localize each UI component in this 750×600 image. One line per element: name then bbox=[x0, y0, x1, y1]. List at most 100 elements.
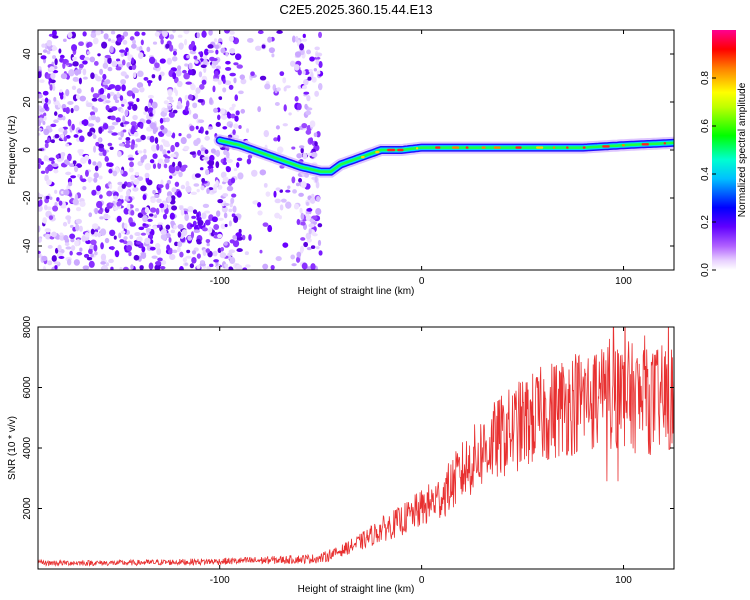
ridge-peak bbox=[493, 146, 501, 149]
noise-dot bbox=[63, 189, 70, 196]
noise-dot bbox=[257, 202, 262, 208]
snr-y-tick-label: 4000 bbox=[22, 436, 33, 459]
noise-dot bbox=[214, 70, 219, 78]
noise-dot bbox=[86, 51, 91, 55]
noise-dot bbox=[92, 134, 97, 140]
noise-dot bbox=[48, 78, 52, 82]
noise-dot bbox=[169, 212, 175, 220]
noise-dot bbox=[73, 165, 79, 173]
noise-dot bbox=[84, 232, 90, 238]
noise-dot bbox=[52, 35, 59, 39]
noise-dot bbox=[238, 90, 244, 95]
noise-dot bbox=[163, 163, 168, 169]
noise-dot bbox=[170, 144, 175, 153]
noise-dot bbox=[116, 201, 122, 207]
noise-dot bbox=[309, 56, 315, 62]
noise-dot bbox=[187, 206, 194, 213]
noise-dot bbox=[75, 206, 82, 212]
noise-dot bbox=[71, 44, 78, 52]
noise-dot bbox=[65, 107, 70, 114]
noise-dot bbox=[91, 105, 95, 110]
noise-dot bbox=[130, 143, 135, 150]
noise-dot bbox=[91, 223, 99, 229]
snr-plot-area bbox=[38, 327, 674, 569]
noise-dot bbox=[265, 191, 271, 197]
noise-dot bbox=[97, 232, 101, 238]
noise-dot bbox=[105, 100, 111, 104]
noise-dot bbox=[209, 263, 214, 268]
noise-dot bbox=[193, 183, 200, 187]
noise-dot bbox=[184, 38, 188, 46]
noise-dot bbox=[67, 101, 74, 105]
noise-dot bbox=[144, 207, 150, 214]
noise-dot bbox=[135, 241, 142, 245]
noise-dot bbox=[189, 151, 196, 155]
noise-dot bbox=[155, 207, 160, 215]
noise-dot bbox=[111, 106, 118, 111]
noise-dot bbox=[169, 175, 173, 179]
noise-dot bbox=[182, 69, 187, 74]
noise-dot bbox=[203, 58, 208, 67]
noise-dot bbox=[282, 123, 288, 127]
noise-dot bbox=[54, 265, 58, 270]
noise-dot bbox=[274, 102, 280, 106]
snr-y-ticks: 2000 4000 6000 8000 bbox=[22, 315, 674, 520]
noise-dot bbox=[301, 123, 308, 129]
noise-dot bbox=[137, 150, 143, 154]
noise-dot bbox=[46, 179, 52, 186]
noise-dot bbox=[304, 103, 308, 110]
noise-dot bbox=[307, 107, 313, 111]
noise-dot bbox=[52, 55, 57, 60]
noise-dot bbox=[213, 107, 218, 113]
noise-dot bbox=[147, 102, 152, 108]
noise-dot bbox=[151, 101, 158, 109]
noise-dot bbox=[150, 197, 156, 204]
noise-dot bbox=[316, 130, 321, 138]
noise-dot bbox=[165, 183, 170, 190]
noise-dot bbox=[154, 62, 160, 69]
noise-dot bbox=[53, 111, 58, 116]
noise-dot bbox=[291, 176, 296, 184]
noise-dot bbox=[204, 210, 211, 214]
noise-dot bbox=[230, 197, 235, 204]
noise-dot bbox=[240, 108, 246, 114]
noise-dot bbox=[44, 204, 48, 211]
snr-series-line bbox=[38, 327, 674, 567]
noise-dot bbox=[185, 185, 192, 193]
noise-dot bbox=[124, 109, 129, 117]
noise-dot bbox=[296, 218, 301, 226]
noise-dot bbox=[196, 264, 201, 269]
noise-dot bbox=[102, 81, 108, 86]
ridge-peak bbox=[452, 146, 460, 149]
noise-dot bbox=[99, 68, 104, 75]
noise-dot bbox=[212, 250, 218, 257]
noise-dot bbox=[141, 31, 146, 36]
noise-dot bbox=[126, 203, 131, 210]
noise-dot bbox=[115, 66, 122, 71]
noise-dot bbox=[302, 33, 306, 38]
noise-dot bbox=[118, 143, 125, 147]
noise-dot bbox=[133, 131, 139, 137]
spectrogram-panel: -100 0 100 -40 -20 0 20 40 Height of straight … bbox=[7, 29, 675, 297]
ridge-peak bbox=[515, 146, 522, 149]
noise-dot bbox=[190, 224, 195, 228]
noise-dot bbox=[217, 233, 223, 239]
noise-dot bbox=[185, 255, 192, 259]
noise-dot bbox=[183, 72, 190, 80]
noise-dot bbox=[86, 42, 90, 48]
noise-dot bbox=[200, 260, 205, 264]
noise-dot bbox=[43, 102, 49, 111]
noise-dot bbox=[169, 99, 175, 103]
noise-dot bbox=[132, 103, 138, 111]
noise-dot bbox=[43, 128, 50, 136]
noise-dot bbox=[283, 86, 287, 92]
noise-dot bbox=[69, 233, 76, 240]
noise-dot bbox=[82, 186, 87, 191]
noise-dot bbox=[229, 72, 236, 77]
noise-dot bbox=[305, 110, 312, 116]
noise-dot bbox=[94, 165, 99, 172]
noise-dot bbox=[294, 96, 299, 102]
noise-dot bbox=[199, 167, 204, 171]
noise-dot bbox=[50, 123, 57, 128]
noise-dot bbox=[83, 253, 90, 258]
